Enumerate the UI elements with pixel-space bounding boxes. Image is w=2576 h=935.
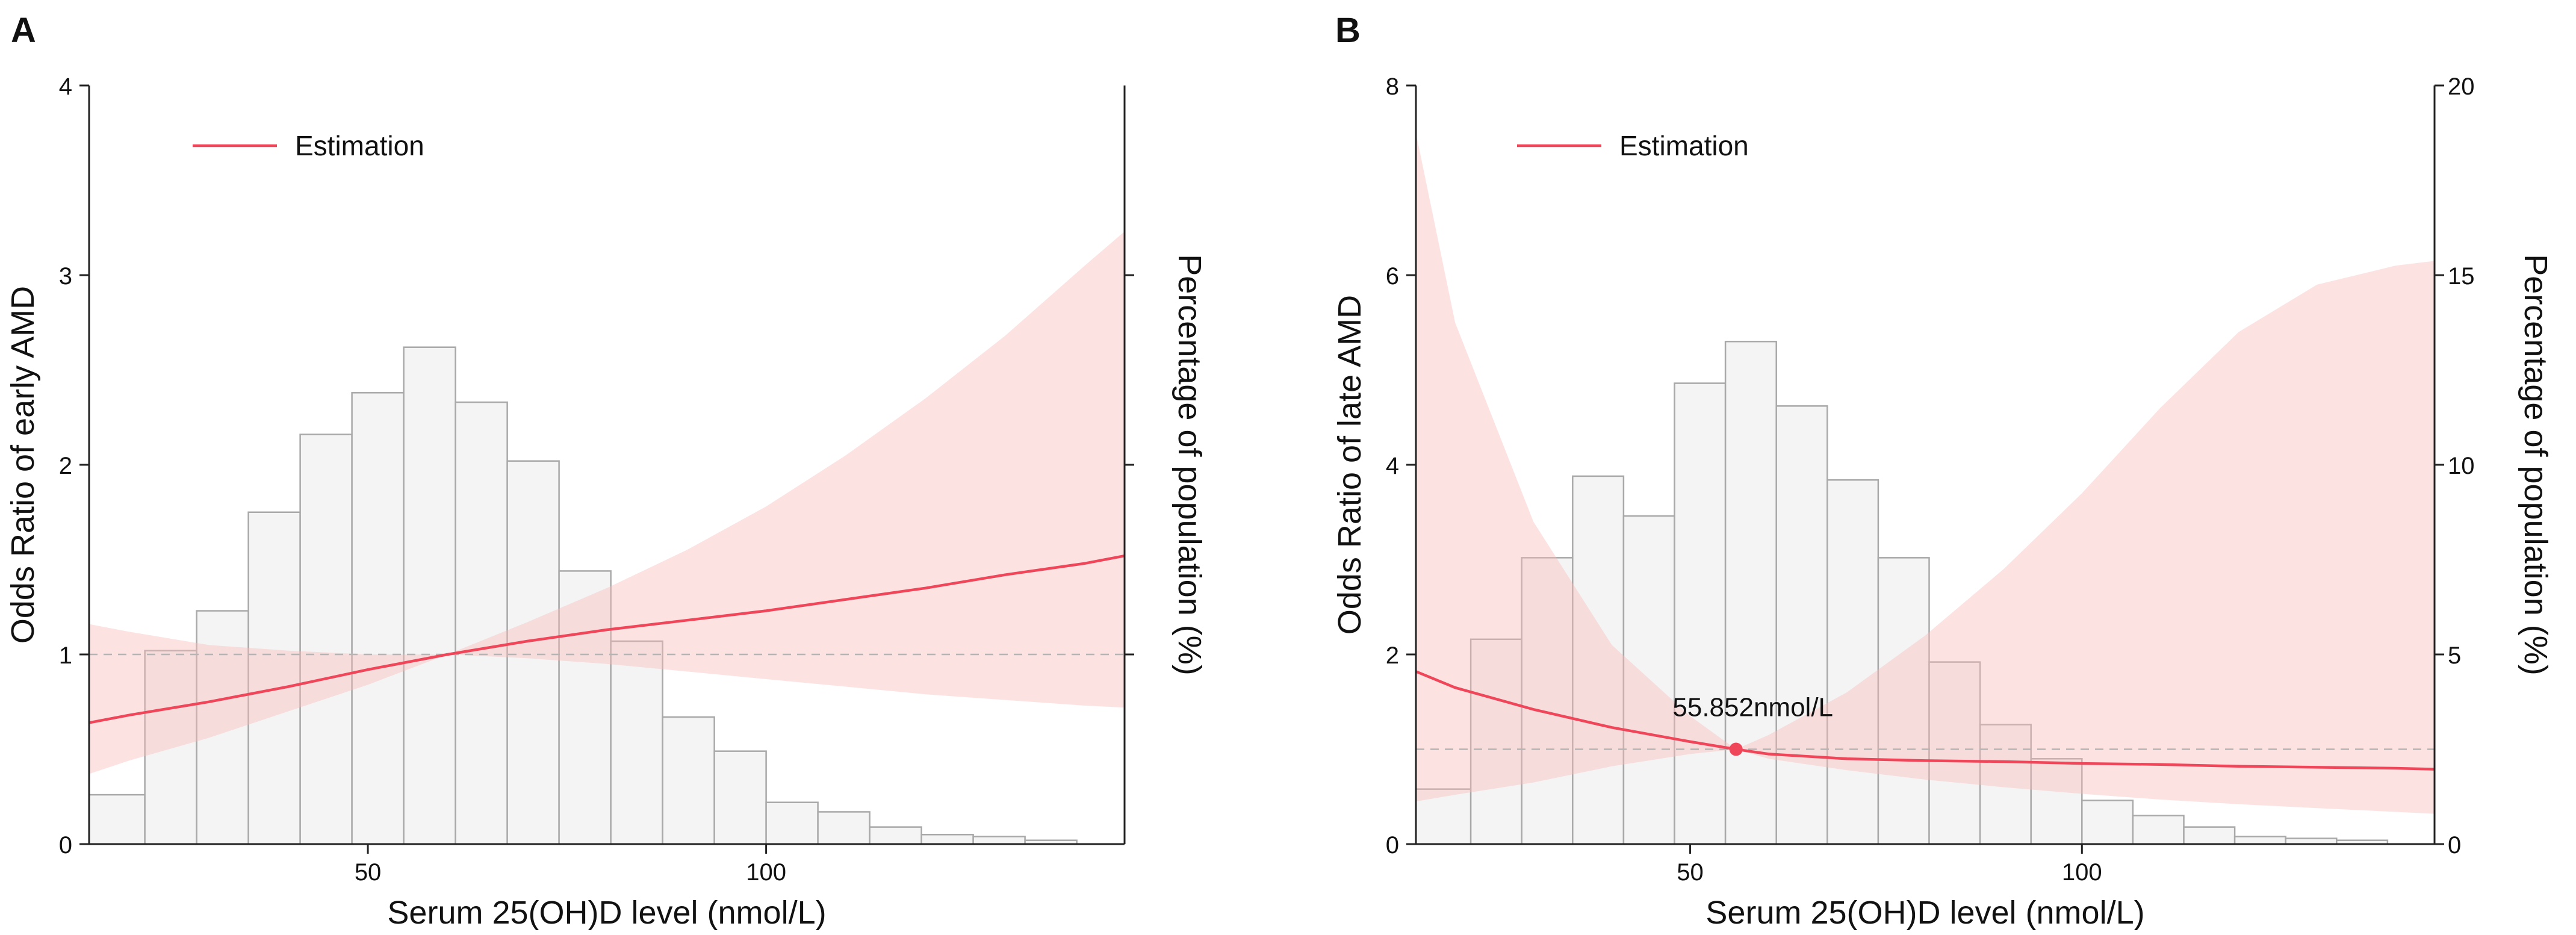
x-axis-label: Serum 25(OH)D level (nmol/L)	[1705, 895, 2144, 931]
y-tick-label: 1	[59, 642, 72, 669]
y-tick-label: 0	[1386, 832, 1399, 859]
histogram-bar	[662, 716, 715, 845]
legend-label: Estimation	[295, 130, 424, 161]
histogram-bar	[1470, 638, 1522, 845]
y2-tick-label: 0	[2448, 832, 2461, 859]
y2-axis-label: Percentage of population (%)	[2518, 254, 2554, 675]
estimation-line	[1415, 670, 2435, 771]
annotation-label: 55.852nmol/L	[1672, 693, 1833, 722]
histogram-bar	[1674, 382, 1727, 845]
annotation-point	[1729, 742, 1743, 756]
confidence-band	[1416, 132, 2435, 814]
confidence-band	[89, 231, 1125, 774]
legend-label: Estimation	[1619, 130, 1749, 161]
y-tick-label: 6	[1386, 263, 1399, 290]
x-axis-label: Serum 25(OH)D level (nmol/L)	[387, 895, 826, 931]
x-tick-label: 100	[746, 859, 786, 886]
y2-tick-label: 10	[2448, 453, 2475, 479]
histogram-bar	[1724, 341, 1777, 845]
histogram-bar	[713, 750, 767, 845]
x-tick-label: 100	[2062, 859, 2102, 886]
estimation-line	[88, 554, 1125, 724]
histogram-bar	[88, 794, 146, 845]
panel-a: 0 1 2 3 4 50 100 Serum 25(OH)D level (nmol/L) Od…	[5, 11, 1208, 931]
panel-label: B	[1335, 11, 1361, 50]
y-tick-label: 4	[1386, 453, 1399, 479]
histogram-bar	[1877, 557, 1930, 845]
y2-tick-label: 15	[2448, 263, 2475, 290]
y2-tick-label: 20	[2448, 73, 2475, 100]
y-tick-label: 2	[1386, 642, 1399, 669]
y-tick-label: 3	[59, 263, 72, 290]
histogram-bar	[196, 610, 249, 845]
histogram-bar	[144, 650, 197, 845]
histogram-bar	[765, 801, 819, 845]
histogram-bar	[1572, 475, 1625, 845]
y-tick-label: 4	[59, 73, 72, 100]
histogram-bar	[1826, 479, 1879, 845]
histogram-bar	[869, 826, 922, 845]
histogram-bar	[817, 811, 871, 845]
y-axis-label: Odds Ratio of late AMD	[1332, 295, 1368, 635]
histogram-bar	[455, 401, 508, 845]
y-tick-label: 2	[59, 453, 72, 479]
histogram-bar	[972, 836, 1026, 845]
histogram-bar	[403, 346, 456, 845]
x-tick-label: 50	[1677, 859, 1704, 886]
y2-tick-label: 5	[2448, 642, 2461, 669]
histogram-bar	[247, 511, 301, 845]
histogram-bar	[299, 433, 353, 845]
y-tick-label: 8	[1386, 73, 1399, 100]
histogram-bar	[1775, 405, 1828, 845]
histogram-bar	[351, 392, 405, 845]
histogram-bar	[920, 834, 974, 845]
histogram-bar	[2183, 826, 2236, 845]
y2-axis-label: Percentage of population (%)	[1172, 254, 1208, 675]
histogram-bar	[610, 640, 663, 845]
panel-label: A	[11, 11, 36, 50]
x-tick-label: 50	[355, 859, 382, 886]
histogram-bar	[1521, 557, 1574, 845]
histogram-bar	[2132, 815, 2185, 845]
y-tick-label: 0	[59, 832, 72, 859]
panel-b: 55.852nmol/L 0 2 4 6 8 0 5 10 15 20 50 100 Serum 25(O…	[1332, 11, 2554, 931]
y-axis-label: Odds Ratio of early AMD	[5, 286, 41, 644]
histogram-bar	[2081, 800, 2134, 845]
histogram-bar	[2233, 836, 2286, 845]
